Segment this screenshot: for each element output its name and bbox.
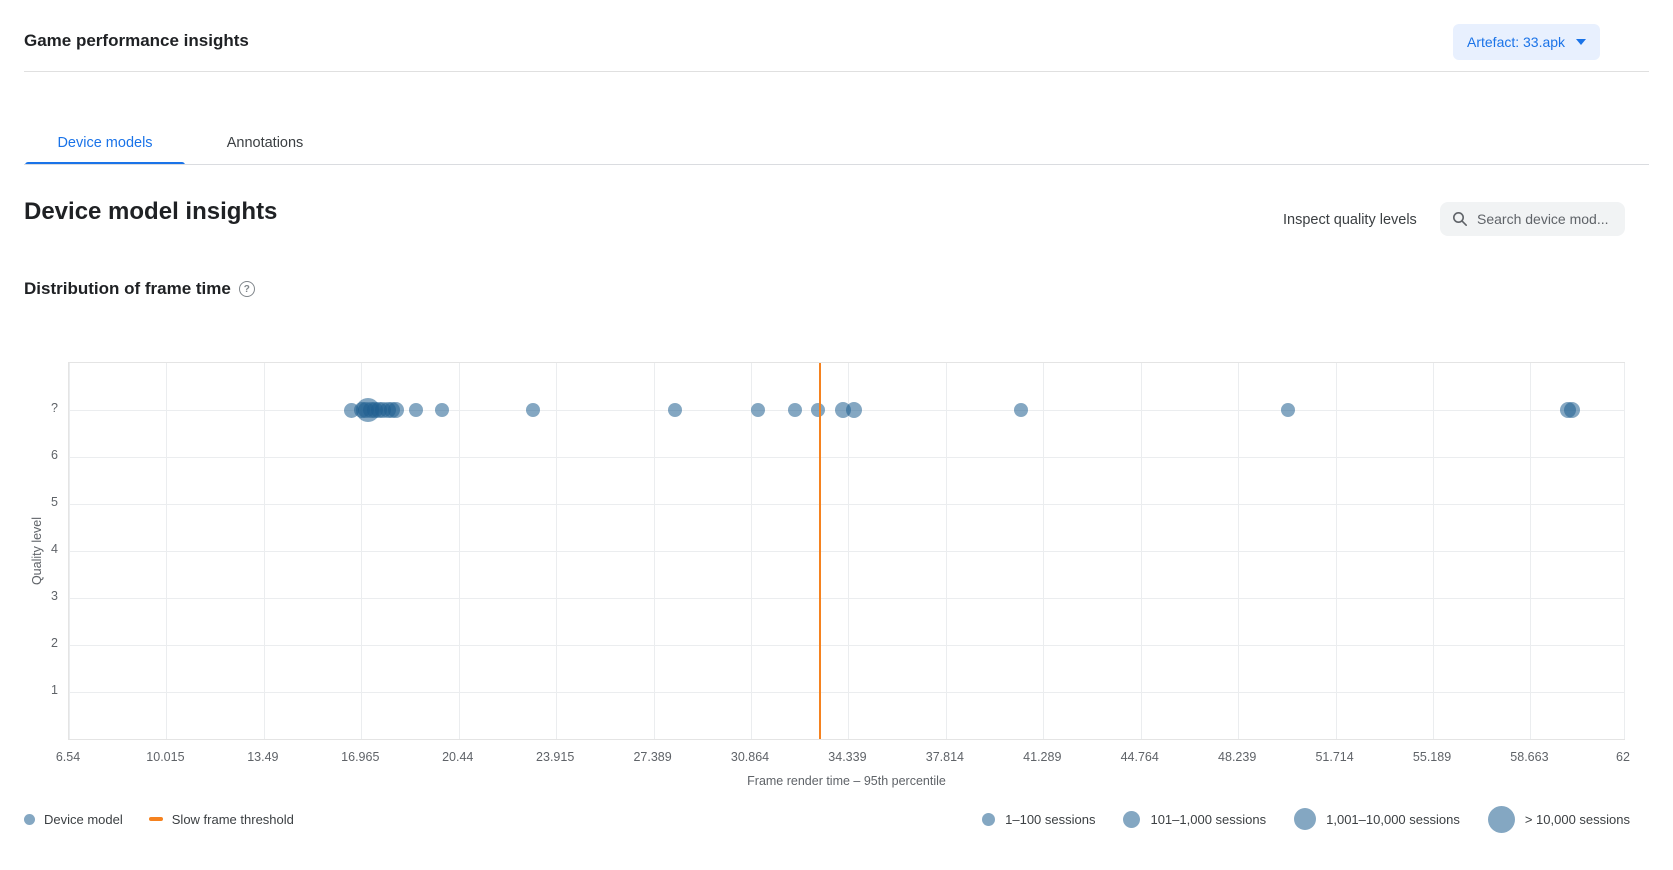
y-gridline bbox=[69, 645, 1624, 646]
tab-bar: Device models Annotations bbox=[25, 120, 345, 165]
help-icon[interactable]: ? bbox=[238, 281, 255, 297]
x-tick-label: 37.814 bbox=[925, 750, 964, 764]
legend-slow-frame-threshold-label: Slow frame threshold bbox=[171, 811, 294, 827]
search-icon bbox=[1453, 212, 1467, 226]
artifact-selector-button[interactable]: Artefact: 33.apk bbox=[1453, 24, 1601, 60]
legend-slow-frame-threshold: Slow frame threshold bbox=[148, 811, 294, 827]
y-tick-label: 1 bbox=[51, 683, 58, 697]
session-size-label: 1,001–10,000 sessions bbox=[1326, 811, 1460, 827]
data-point[interactable] bbox=[1280, 403, 1295, 417]
session-size-legend-item: 1,001–10,000 sessions bbox=[1294, 808, 1460, 830]
session-size-label: 101–1,000 sessions bbox=[1150, 811, 1267, 827]
data-point[interactable] bbox=[750, 403, 765, 417]
data-point[interactable] bbox=[387, 402, 404, 418]
data-point[interactable] bbox=[526, 403, 541, 417]
x-tick-label: 16.965 bbox=[341, 750, 380, 764]
session-size-label: > 10,000 sessions bbox=[1524, 811, 1630, 827]
session-size-circle-icon bbox=[982, 812, 996, 826]
x-tick-label: 62 bbox=[1616, 750, 1630, 764]
session-size-circle-icon bbox=[1123, 810, 1141, 828]
page-title: Game performance insights bbox=[24, 31, 249, 50]
data-point[interactable] bbox=[810, 403, 825, 417]
y-gridline bbox=[69, 457, 1624, 458]
chart-heading-label: Distribution of frame time bbox=[24, 279, 231, 298]
x-tick-label: 13.49 bbox=[247, 750, 279, 764]
series-legend: Device model Slow frame threshold bbox=[24, 804, 294, 834]
x-tick-label: 55.189 bbox=[1412, 750, 1452, 764]
tabs-divider bbox=[24, 164, 1649, 165]
device-model-dot-icon bbox=[24, 813, 35, 825]
chart-heading: Distribution of frame time ? bbox=[24, 279, 255, 299]
session-size-legend-item: 101–1,000 sessions bbox=[1123, 810, 1267, 828]
x-gridline bbox=[1624, 363, 1625, 739]
session-size-label: 1–100 sessions bbox=[1005, 811, 1096, 827]
tab-device-models[interactable]: Device models bbox=[25, 120, 185, 165]
x-tick-label: 10.015 bbox=[146, 750, 185, 764]
y-tick-label: 6 bbox=[51, 448, 58, 462]
y-tick-label: 2 bbox=[51, 636, 58, 650]
legend-device-model-label: Device model bbox=[44, 811, 123, 827]
x-tick-label: 23.915 bbox=[536, 750, 575, 764]
y-tick-label: 3 bbox=[51, 589, 58, 603]
y-gridline bbox=[69, 692, 1624, 693]
header-divider bbox=[24, 71, 1649, 72]
session-size-circle-icon bbox=[1294, 808, 1317, 830]
x-tick-label: 20.44 bbox=[442, 750, 474, 764]
search-device-models-input[interactable] bbox=[1477, 211, 1615, 227]
x-tick-label: 51.714 bbox=[1315, 750, 1354, 764]
x-tick-label: 27.389 bbox=[633, 750, 672, 764]
data-point[interactable] bbox=[846, 402, 863, 418]
session-size-circle-icon bbox=[1487, 805, 1515, 833]
inspect-quality-levels-link[interactable]: Inspect quality levels bbox=[1283, 212, 1417, 228]
x-tick-label: 34.339 bbox=[828, 750, 867, 764]
data-point[interactable] bbox=[788, 403, 803, 417]
search-device-models-box bbox=[1440, 202, 1625, 236]
tab-annotations[interactable]: Annotations bbox=[185, 120, 345, 165]
section-heading: Device model insights bbox=[24, 198, 278, 225]
x-tick-label: 58.663 bbox=[1510, 750, 1549, 764]
y-gridline bbox=[69, 598, 1624, 599]
tab-annotations-label: Annotations bbox=[226, 134, 304, 151]
active-tab-underline bbox=[25, 162, 185, 165]
data-point[interactable] bbox=[1564, 402, 1581, 418]
artifact-selector-label: Artefact: 33.apk bbox=[1467, 34, 1566, 50]
y-tick-label: 5 bbox=[51, 495, 58, 509]
session-size-legend-item: 1–100 sessions bbox=[982, 812, 1095, 827]
x-tick-label: 6.54 bbox=[55, 750, 81, 764]
y-gridline bbox=[69, 551, 1624, 552]
x-axis-title: Frame render time – 95th percentile bbox=[747, 774, 946, 788]
data-point[interactable] bbox=[408, 403, 423, 417]
x-tick-label: 48.239 bbox=[1218, 750, 1257, 764]
threshold-line-icon bbox=[148, 817, 163, 821]
data-point[interactable] bbox=[667, 403, 682, 417]
legend-device-model: Device model bbox=[24, 812, 123, 827]
chevron-down-icon bbox=[1576, 39, 1587, 45]
frame-time-chart: Quality level Frame render time – 95th p… bbox=[0, 340, 1673, 800]
y-tick-label: 4 bbox=[51, 542, 58, 556]
tab-device-models-label: Device models bbox=[57, 134, 153, 151]
session-size-legend-item: > 10,000 sessions bbox=[1487, 805, 1630, 833]
y-tick-label: ? bbox=[51, 401, 58, 415]
data-point[interactable] bbox=[435, 403, 450, 417]
data-point[interactable] bbox=[1014, 403, 1029, 417]
y-gridline bbox=[69, 504, 1624, 505]
x-tick-label: 44.764 bbox=[1120, 750, 1159, 764]
x-tick-label: 41.289 bbox=[1023, 750, 1062, 764]
slow-frame-threshold-line bbox=[819, 363, 822, 739]
plot-area bbox=[68, 362, 1625, 740]
x-tick-label: 30.864 bbox=[730, 750, 770, 764]
session-size-legend: 1–100 sessions 101–1,000 sessions 1,001–10… bbox=[982, 796, 1630, 842]
